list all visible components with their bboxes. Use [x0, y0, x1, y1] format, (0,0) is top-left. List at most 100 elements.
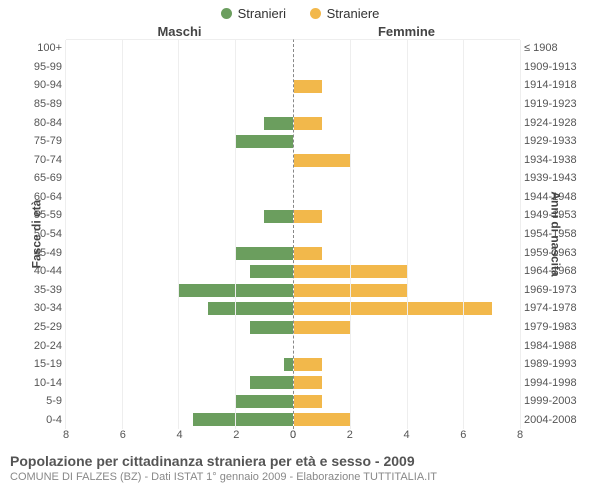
bar-row-male [66, 299, 293, 318]
legend-item-male: Stranieri [221, 6, 286, 21]
bar-male [236, 135, 293, 148]
age-label: 30-34 [18, 299, 66, 318]
year-label: 1909-1913 [520, 58, 582, 77]
year-label: 1914-1918 [520, 76, 582, 95]
age-label: 0-4 [18, 411, 66, 430]
year-label: 1994-1998 [520, 373, 582, 392]
bar-row-male [66, 411, 293, 430]
bar-row-male [66, 77, 293, 96]
year-label: ≤ 1908 [520, 39, 582, 58]
bar-male [264, 117, 292, 130]
bar-row-male [66, 355, 293, 374]
bar-male [284, 358, 292, 371]
bar-row-male [66, 207, 293, 226]
bar-female [294, 358, 322, 371]
x-tick: 6 [460, 429, 466, 441]
year-label: 1974-1978 [520, 299, 582, 318]
x-tick: 2 [347, 429, 353, 441]
bar-male [250, 265, 292, 278]
bar-row-male [66, 133, 293, 152]
legend-item-female: Straniere [310, 6, 380, 21]
bar-male [208, 302, 293, 315]
chart-footer: Popolazione per cittadinanza straniera p… [0, 447, 600, 483]
bar-row-male [66, 188, 293, 207]
age-label: 85-89 [18, 95, 66, 114]
x-tick: 0 [290, 429, 296, 441]
x-tick: 4 [403, 429, 409, 441]
age-label: 15-19 [18, 355, 66, 374]
age-label: 5-9 [18, 392, 66, 411]
age-label: 25-29 [18, 318, 66, 337]
bar-male [236, 247, 293, 260]
x-axis: 0 2 4 6 8 0 2 4 6 8 [0, 429, 600, 447]
age-label: 95-99 [18, 58, 66, 77]
bar-female [294, 154, 351, 167]
x-tick: 2 [233, 429, 239, 441]
x-tick: 8 [63, 429, 69, 441]
y-axis-title-right: Anni di nascita [582, 39, 600, 429]
bar-row-male [66, 96, 293, 115]
bar-male [250, 376, 292, 389]
year-label: 1984-1988 [520, 336, 582, 355]
bar-female [294, 80, 322, 93]
bar-female [294, 376, 322, 389]
bar-row-male [66, 262, 293, 281]
bar-row-male [66, 151, 293, 170]
year-label: 1979-1983 [520, 318, 582, 337]
bar-female [294, 302, 492, 315]
age-label: 10-14 [18, 373, 66, 392]
chart-subtitle: COMUNE DI FALZES (BZ) - Dati ISTAT 1° ge… [10, 471, 590, 483]
legend-label-male: Stranieri [238, 6, 286, 21]
year-label: 1999-2003 [520, 392, 582, 411]
age-label: 65-69 [18, 169, 66, 188]
bar-female [294, 321, 351, 334]
age-label: 70-74 [18, 150, 66, 169]
bar-row-male [66, 114, 293, 133]
age-label: 75-79 [18, 132, 66, 151]
bar-row-male [66, 40, 293, 59]
bar-male [250, 321, 292, 334]
bar-row-male [66, 318, 293, 337]
plot-area-male [66, 39, 294, 429]
bar-male [236, 395, 293, 408]
panel-title-right: Femmine [293, 24, 520, 39]
legend-label-female: Straniere [327, 6, 380, 21]
age-label: 80-84 [18, 113, 66, 132]
chart-title: Popolazione per cittadinanza straniera p… [10, 453, 590, 469]
year-label: 1929-1933 [520, 132, 582, 151]
bar-row-male [66, 281, 293, 300]
x-axis-right: 0 2 4 6 8 [293, 429, 520, 447]
age-label: 100+ [18, 39, 66, 58]
bar-female [294, 413, 351, 426]
bar-row-male [66, 337, 293, 356]
bar-female [294, 210, 322, 223]
legend-swatch-male [221, 8, 232, 19]
x-tick: 4 [176, 429, 182, 441]
bar-male [179, 284, 292, 297]
year-label: 1939-1943 [520, 169, 582, 188]
year-label: 2004-2008 [520, 411, 582, 430]
year-label: 1919-1923 [520, 95, 582, 114]
year-label: 1924-1928 [520, 113, 582, 132]
age-label: 20-24 [18, 336, 66, 355]
bar-female [294, 117, 322, 130]
age-label: 35-39 [18, 281, 66, 300]
bar-female [294, 247, 322, 260]
bar-row-male [66, 59, 293, 78]
panel-title-left: Maschi [66, 24, 293, 39]
y-axis-title-left: Fasce di età [0, 39, 18, 429]
age-label: 90-94 [18, 76, 66, 95]
plot-area-female [294, 39, 521, 429]
pyramid-chart: Fasce di età 100+95-9990-9485-8980-8475-… [0, 39, 600, 429]
bar-row-male [66, 374, 293, 393]
x-tick: 8 [517, 429, 523, 441]
bar-row-male [66, 170, 293, 189]
bar-row-male [66, 225, 293, 244]
x-axis-left: 0 2 4 6 8 [66, 429, 293, 447]
x-tick: 6 [120, 429, 126, 441]
year-label: 1934-1938 [520, 150, 582, 169]
bar-female [294, 395, 322, 408]
bar-male [264, 210, 292, 223]
bar-row-male [66, 392, 293, 411]
legend-swatch-female [310, 8, 321, 19]
